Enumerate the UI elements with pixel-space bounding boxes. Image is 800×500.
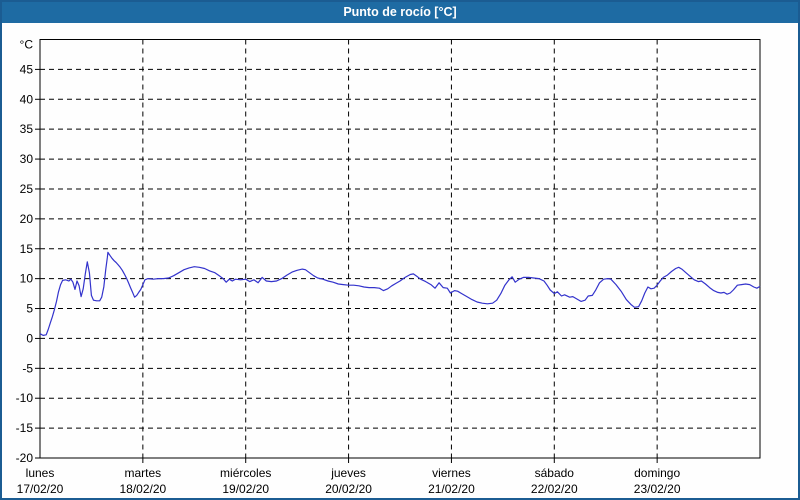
x-day-label: sábado [535,466,575,480]
y-tick-label: -10 [16,391,34,405]
y-tick-label: 0 [26,331,33,345]
y-tick-label: 35 [20,122,34,136]
y-tick-label: -5 [22,361,33,375]
x-date-label: 19/02/20 [222,482,269,496]
y-tick-label: -20 [16,451,34,465]
x-date-label: 17/02/20 [17,482,64,496]
y-tick-label: 10 [20,272,34,286]
x-day-label: lunes [26,466,55,480]
y-axis-unit-label: °C [20,38,34,52]
x-date-label: 21/02/20 [428,482,475,496]
x-date-label: 22/02/20 [531,482,578,496]
chart-title: Punto de rocío [°C] [343,5,457,19]
y-tick-label: -15 [16,421,34,435]
plot-border [39,39,761,459]
y-tick-label: 20 [20,212,34,226]
y-tick-label: 15 [20,242,34,256]
x-day-label: martes [125,466,162,480]
x-day-label: viernes [432,466,471,480]
x-day-label: miércoles [220,466,271,480]
title-bar: Punto de rocío [°C] [2,2,798,23]
x-day-label: jueves [330,466,366,480]
y-tick-label: 25 [20,182,34,196]
y-tick-label: 30 [20,152,34,166]
y-tick-label: 5 [26,302,33,316]
y-tick-label: 40 [20,92,34,106]
y-tick-label: 45 [20,62,34,76]
x-date-label: 20/02/20 [325,482,372,496]
x-day-label: domingo [634,466,680,480]
dew-point-line [39,251,761,336]
x-date-label: 18/02/20 [119,482,166,496]
x-date-label: 23/02/20 [634,482,681,496]
